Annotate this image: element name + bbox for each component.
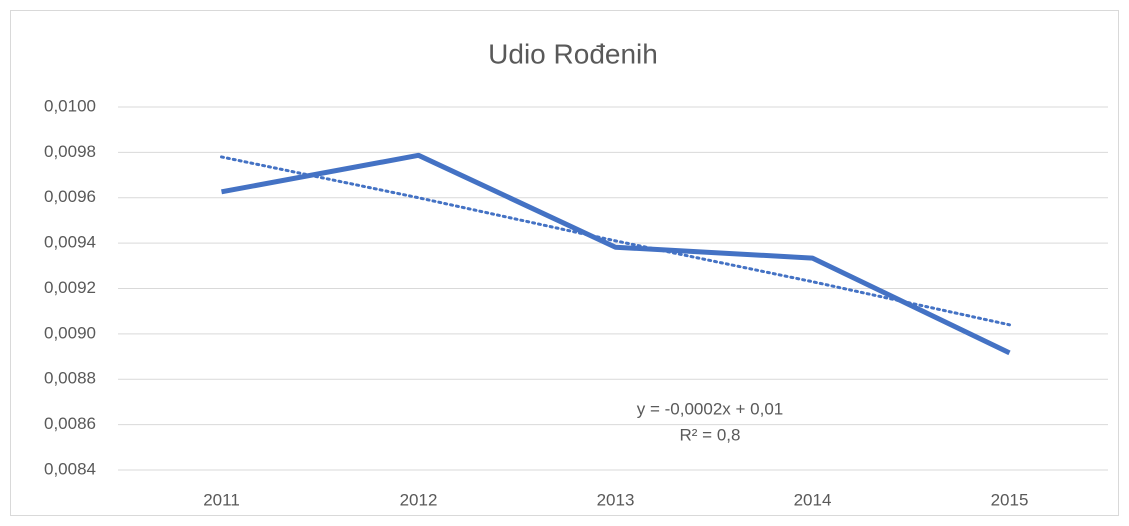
y-tick-label: 0,0084 — [44, 459, 96, 478]
y-tick-label: 0,0098 — [44, 142, 96, 161]
y-tick-label: 0,0088 — [44, 369, 96, 388]
y-tick-label: 0,0090 — [44, 323, 96, 342]
chart-title: Udio Rođenih — [488, 38, 658, 69]
x-tick-label: 2015 — [991, 490, 1029, 509]
x-tick-label: 2012 — [400, 490, 438, 509]
x-tick-label: 2013 — [597, 490, 635, 509]
y-tick-label: 0,0092 — [44, 278, 96, 297]
y-tick-label: 0,0094 — [44, 233, 96, 252]
data-line — [221, 152, 1011, 356]
chart-border — [10, 10, 1119, 516]
trendline-equation: y = -0,0002x + 0,01 — [637, 399, 784, 418]
y-tick-label: 0,0086 — [44, 414, 96, 433]
trendline — [220, 155, 1011, 327]
y-tick-label: 0,0100 — [44, 96, 96, 115]
x-tick-label: 2011 — [203, 490, 240, 509]
trendline-r-squared: R² = 0,8 — [680, 425, 741, 444]
y-tick-label: 0,0096 — [44, 187, 96, 206]
x-tick-label: 2014 — [794, 490, 832, 509]
